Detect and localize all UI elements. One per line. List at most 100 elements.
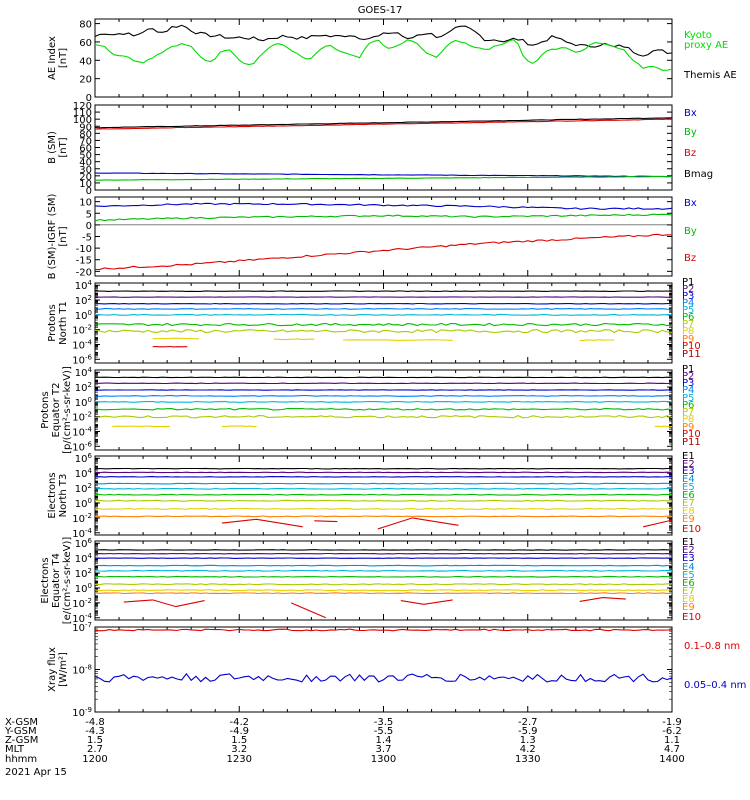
series-line (95, 493, 672, 496)
y-tick-label: 20 (79, 75, 92, 86)
legend-label: Kyoto (684, 30, 712, 41)
legend-label: P1 (682, 364, 694, 375)
series-line (95, 302, 672, 305)
y-tick-label: 5 (86, 209, 92, 220)
legend-label: By (684, 226, 697, 237)
legend-label: E5 (682, 482, 695, 493)
legend-label: P2 (682, 371, 694, 382)
y-tick-label: 10-8 (72, 664, 92, 677)
ephemeris-value: 3.7 (376, 744, 392, 755)
series-bz (95, 118, 672, 130)
legend-label: E4 (682, 562, 695, 573)
y-axis-label: Xray flux (47, 647, 58, 692)
series-p1 (95, 290, 672, 292)
series-line (95, 564, 672, 567)
y-axis-label: AE Index (47, 36, 58, 80)
y-tick-label: 100 (75, 309, 92, 322)
series-line (95, 575, 672, 578)
ephemeris-value: -3.5 (374, 717, 394, 728)
series-bx (95, 172, 672, 178)
panel-frame (94, 282, 673, 364)
series-line (95, 592, 672, 595)
series-bmag (95, 117, 672, 129)
ephemeris-value: -2.7 (518, 717, 538, 728)
legend-label: P7 (682, 407, 694, 418)
series-e3 (95, 557, 672, 559)
legend-label: Bx (684, 198, 697, 209)
series-line (95, 499, 672, 502)
series-p2 (95, 382, 672, 385)
y-tick-label: 100 (75, 582, 92, 595)
ephemeris-row-label: X-GSM (5, 717, 38, 728)
legend-label: P10 (682, 429, 701, 440)
series-segment (112, 425, 171, 428)
legend-label: E9 (682, 602, 695, 613)
ephemeris-table: X-GSMY-GSMZ-GSMMLThhmm-4.8-4.31.52.71200… (4, 717, 685, 765)
y-axis-label: B (SM) (47, 131, 58, 164)
legend-label: E10 (682, 524, 701, 535)
legend-label: E7 (682, 498, 695, 509)
ephemeris-value: -5.9 (518, 726, 538, 737)
series-line (95, 382, 672, 385)
series-e5 (95, 487, 672, 490)
y-axis-label: [p/(cm²-s-sr-keV)] (62, 366, 73, 454)
series-line (95, 487, 672, 490)
series-e1 (95, 549, 672, 551)
series-p6 (95, 322, 672, 327)
series-line (95, 467, 672, 470)
legend-label: P11 (682, 349, 701, 360)
series-bz (95, 233, 672, 271)
legend-label: P3 (682, 378, 694, 389)
series-e6 (95, 493, 672, 496)
y-tick-label: 80 (79, 20, 92, 31)
y-axis-label: [nT] (58, 48, 69, 68)
y-tick-label: 102 (75, 294, 92, 307)
series-segment (314, 520, 338, 523)
y-tick-label: 10-2 (72, 324, 92, 337)
legend-label: Bz (684, 253, 696, 264)
legend-label: P6 (682, 312, 694, 323)
y-tick-label: 102 (75, 381, 92, 394)
series-segment (273, 338, 315, 341)
series-e1 (95, 467, 672, 470)
y-tick-label: 104 (75, 366, 93, 379)
legend-label: proxy AE (684, 40, 728, 51)
y-tick-label: 10-7 (72, 621, 92, 634)
y-tick-label: 104 (75, 552, 93, 565)
legend-label: E1 (682, 451, 695, 462)
series-line (95, 172, 672, 178)
legend-label: E7 (682, 586, 695, 597)
y-tick-label: 70 (79, 136, 92, 147)
y-axis-label: [e/(cm²-s-sr-keV)] (62, 537, 73, 625)
legend-label: E9 (682, 514, 695, 525)
ephemeris-value: -4.3 (85, 726, 105, 737)
series-segment (290, 602, 327, 619)
series-kyoto-proxy-ae (95, 39, 672, 71)
series-bx (95, 202, 672, 210)
legend-label: E1 (682, 537, 695, 548)
series-line (95, 400, 672, 403)
ephemeris-value: 4.2 (520, 744, 536, 755)
series-line (95, 24, 672, 57)
legend-label: P2 (682, 284, 694, 295)
legend-label: E5 (682, 570, 695, 581)
series-p8 (112, 425, 672, 428)
series-line (95, 290, 672, 292)
ephemeris-row-label: Z-GSM (5, 735, 38, 746)
legend-label: E3 (682, 553, 695, 564)
y-tick-label: 60 (79, 144, 92, 155)
y-tick-label: 40 (79, 56, 92, 67)
ephemeris-value: 1.3 (520, 735, 536, 746)
series-line (95, 395, 672, 397)
ephemeris-value: -4.9 (229, 726, 249, 737)
legend-label: 0.05–0.4 nm (684, 680, 746, 691)
series-p5 (95, 400, 672, 403)
series-e10 (123, 597, 626, 619)
y-tick-label: 100 (75, 396, 92, 409)
y-tick-label: 102 (75, 567, 92, 580)
y-tick-label: 30 (79, 165, 92, 176)
ephemeris-value: 2.7 (87, 744, 103, 755)
